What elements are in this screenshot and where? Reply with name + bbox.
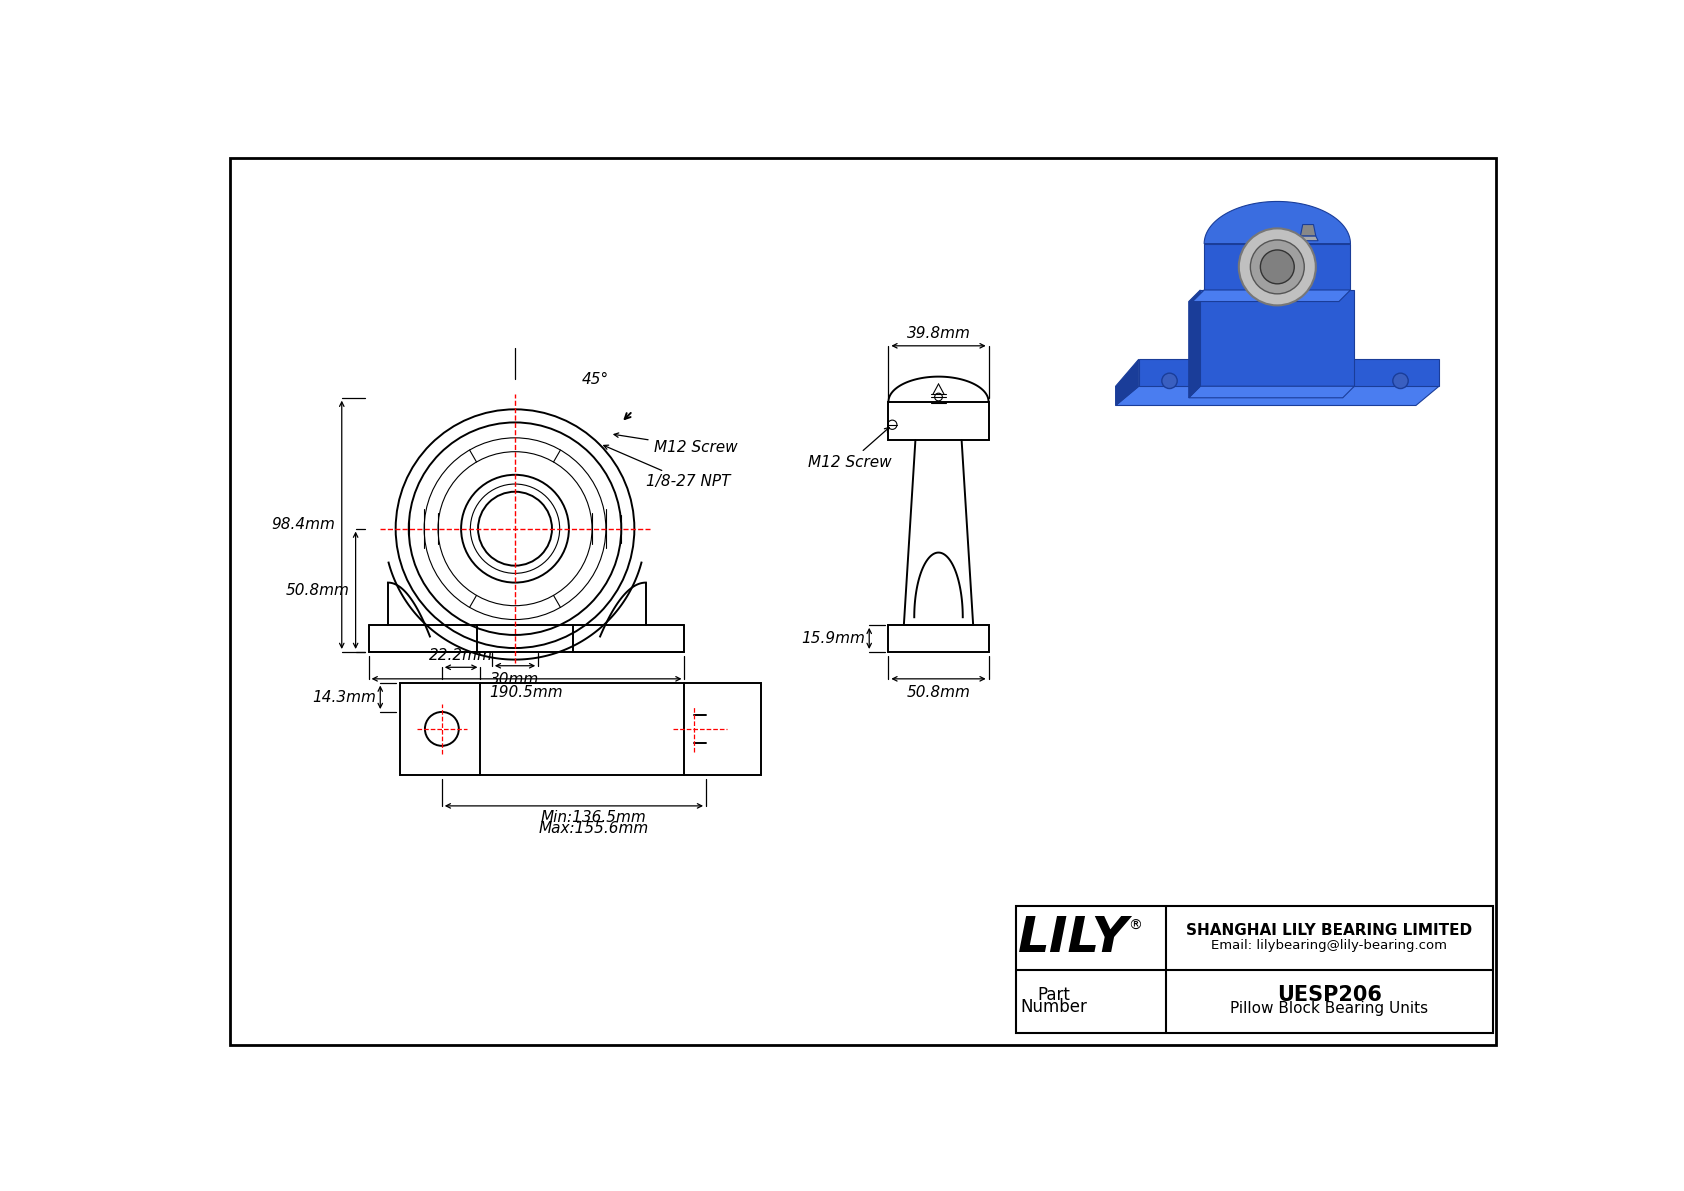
Bar: [889, 401, 989, 441]
Text: 30mm: 30mm: [490, 672, 539, 687]
Text: ®: ®: [1128, 918, 1142, 933]
Polygon shape: [1204, 244, 1351, 289]
Bar: [889, 625, 989, 651]
Text: 39.8mm: 39.8mm: [906, 326, 970, 341]
Bar: [399, 682, 761, 775]
Text: 45°: 45°: [581, 372, 608, 387]
Text: 50.8mm: 50.8mm: [906, 685, 970, 700]
Text: 1/8-27 NPT: 1/8-27 NPT: [605, 445, 731, 490]
Text: SHANGHAI LILY BEARING LIMITED: SHANGHAI LILY BEARING LIMITED: [1186, 923, 1472, 937]
Circle shape: [1250, 239, 1305, 294]
Text: 50.8mm: 50.8mm: [286, 582, 350, 598]
Text: 190.5mm: 190.5mm: [490, 685, 564, 700]
Text: M12 Screw: M12 Screw: [808, 428, 891, 470]
Polygon shape: [1201, 289, 1354, 386]
Polygon shape: [1300, 225, 1315, 236]
Text: Min:136.5mm: Min:136.5mm: [541, 810, 647, 824]
Polygon shape: [1115, 386, 1440, 405]
Circle shape: [1162, 373, 1177, 388]
Polygon shape: [1189, 289, 1201, 398]
Text: Part: Part: [1037, 986, 1071, 1004]
Text: 14.3mm: 14.3mm: [313, 690, 377, 705]
Text: UESP206: UESP206: [1276, 985, 1383, 1005]
Polygon shape: [1138, 360, 1440, 386]
Text: 98.4mm: 98.4mm: [271, 517, 335, 532]
Text: Email: lilybearing@lily-bearing.com: Email: lilybearing@lily-bearing.com: [1211, 939, 1447, 952]
Text: M12 Screw: M12 Screw: [615, 432, 738, 455]
Text: Pillow Block Bearing Units: Pillow Block Bearing Units: [1231, 1002, 1428, 1016]
Polygon shape: [1115, 360, 1138, 405]
Polygon shape: [596, 432, 611, 448]
Text: 15.9mm: 15.9mm: [802, 631, 866, 646]
Polygon shape: [1189, 386, 1354, 398]
Bar: [1015, 906, 1494, 1033]
Polygon shape: [1192, 289, 1351, 301]
Text: LILY: LILY: [1017, 913, 1128, 962]
Text: 22.2mm: 22.2mm: [429, 648, 493, 662]
Circle shape: [1239, 229, 1315, 305]
Polygon shape: [1298, 236, 1319, 241]
Circle shape: [1260, 250, 1295, 283]
Text: Number: Number: [1021, 998, 1088, 1016]
Circle shape: [1393, 373, 1408, 388]
Polygon shape: [1204, 201, 1351, 244]
Text: Max:155.6mm: Max:155.6mm: [539, 822, 648, 836]
